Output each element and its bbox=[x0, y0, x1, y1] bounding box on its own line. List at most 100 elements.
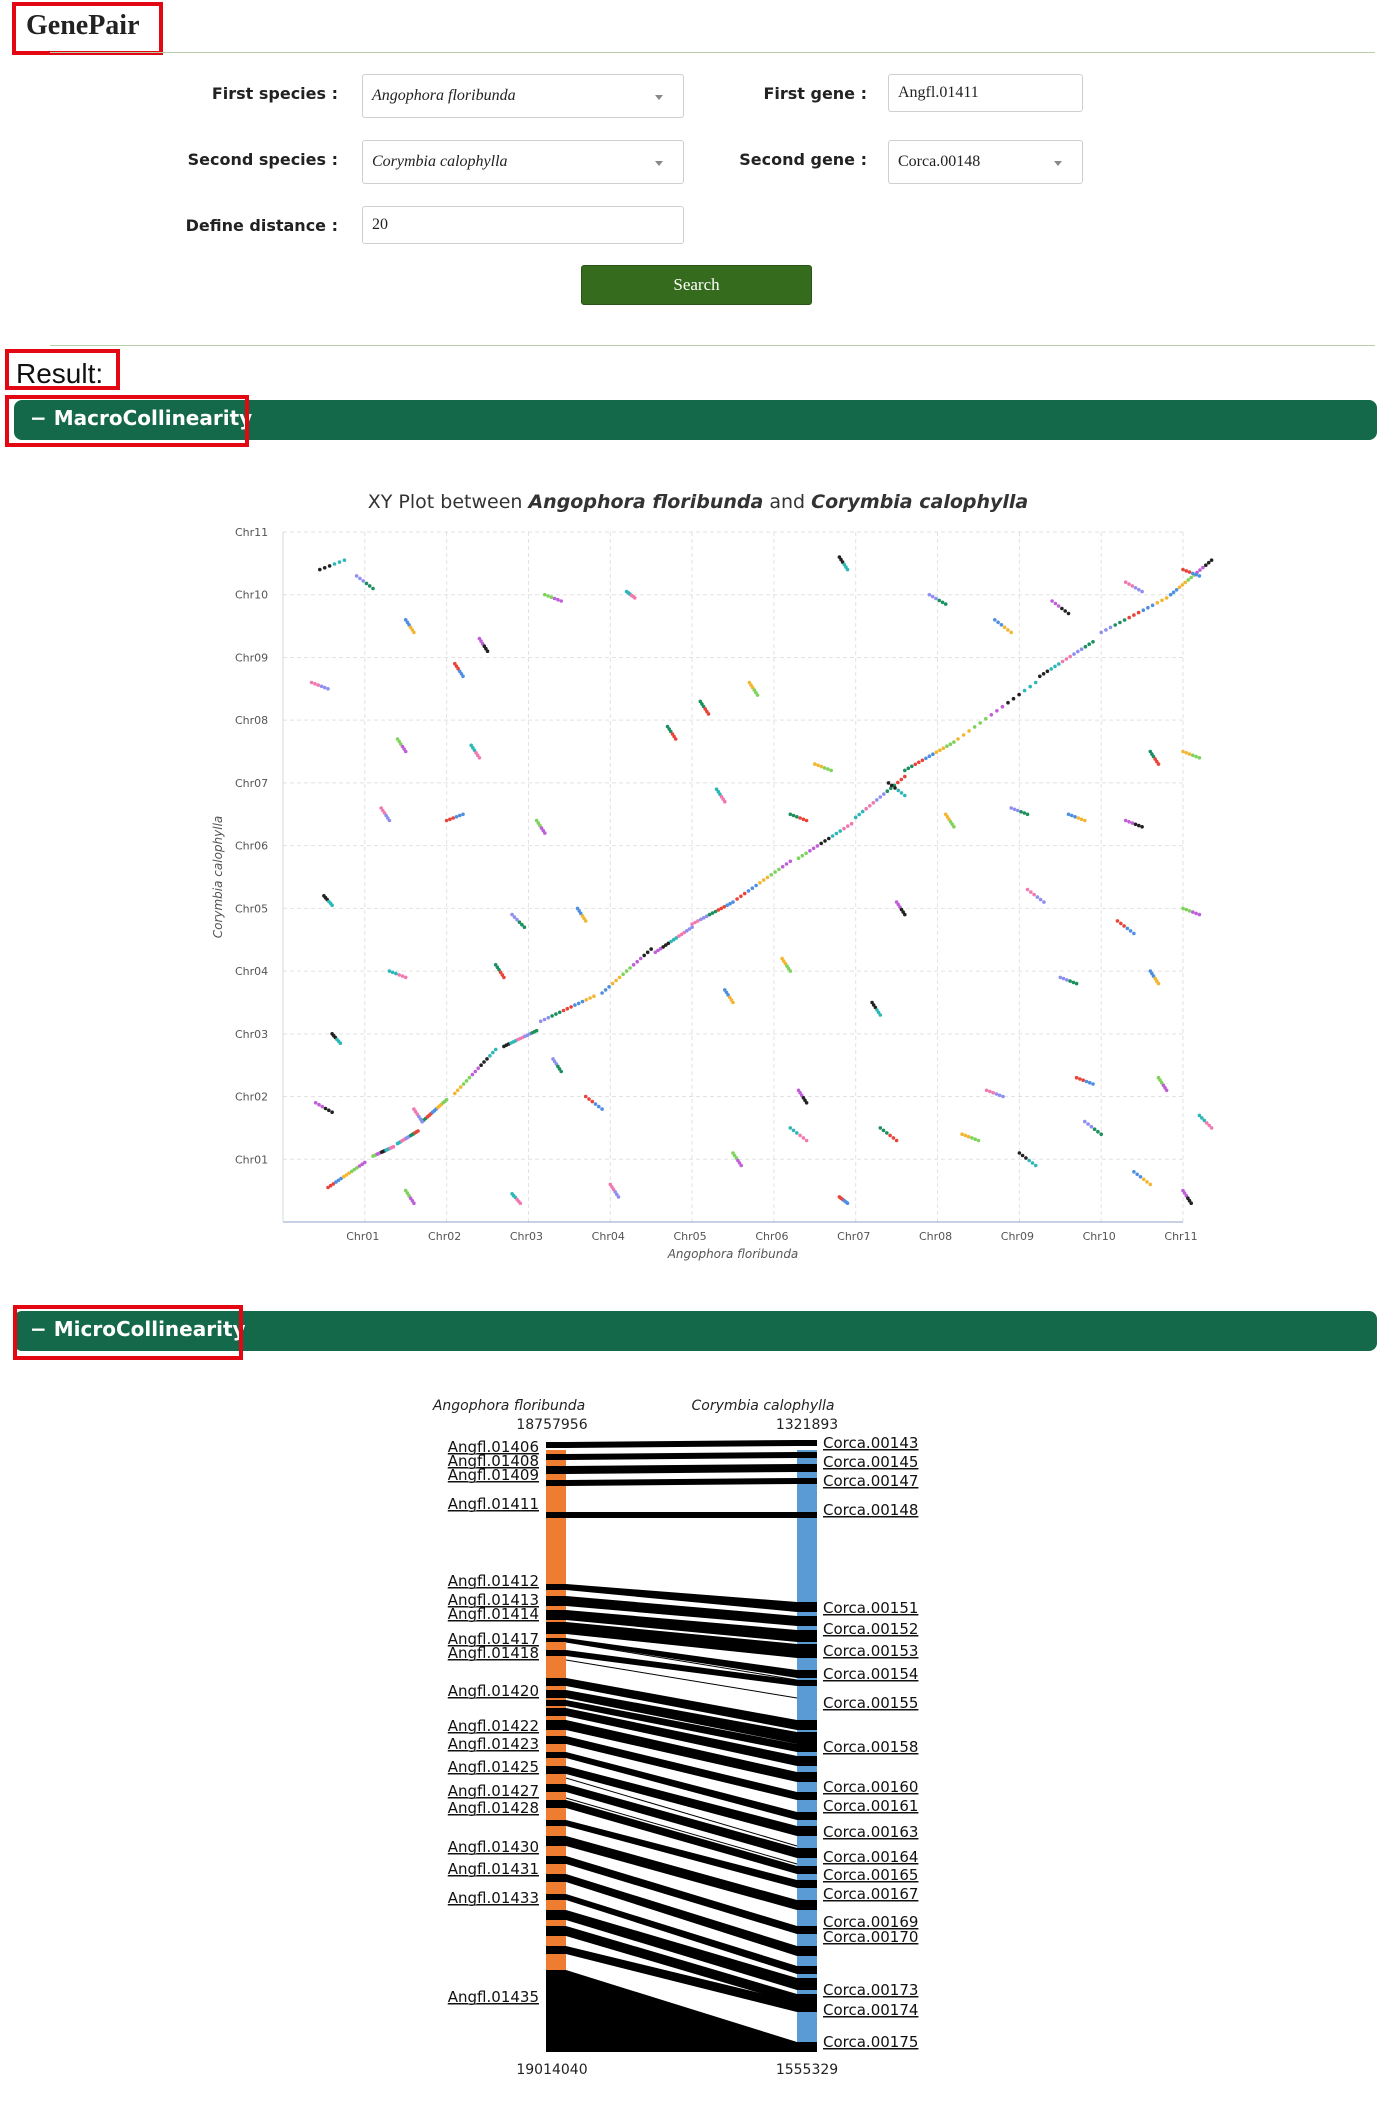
species2-gene-link[interactable]: Corca.00153 bbox=[823, 1642, 918, 1660]
species2-gene-link[interactable]: Corca.00160 bbox=[823, 1778, 918, 1796]
species2-gene-link[interactable]: Corca.00170 bbox=[823, 1928, 918, 1946]
synteny-point bbox=[1200, 1116, 1204, 1120]
synteny-point bbox=[593, 1102, 598, 1106]
synteny-point bbox=[845, 567, 850, 572]
first-species-value: Angophora floribunda bbox=[372, 87, 516, 104]
species1-gene-link[interactable]: Angfl.01411 bbox=[448, 1495, 539, 1513]
species1-gene-link[interactable]: Angfl.01408 bbox=[448, 1452, 539, 1470]
species2-gene-link[interactable]: Corca.00154 bbox=[823, 1665, 918, 1683]
species2-gene-link[interactable]: Corca.00148 bbox=[823, 1501, 918, 1519]
species1-gene-link[interactable]: Angfl.01435 bbox=[448, 1988, 539, 2006]
macro-section-title[interactable]: − MacroCollinearity bbox=[30, 406, 253, 430]
species1-gene-link[interactable]: Angfl.01433 bbox=[448, 1889, 539, 1907]
second-gene-select[interactable]: Corca.00148 bbox=[888, 140, 1083, 184]
synteny-point bbox=[1209, 1126, 1214, 1130]
species1-gene-link[interactable]: Angfl.01409 bbox=[448, 1466, 539, 1484]
species2-gene-link[interactable]: Corca.00161 bbox=[823, 1797, 918, 1815]
synteny-point bbox=[761, 878, 766, 882]
synteny-point bbox=[1087, 1080, 1092, 1085]
synteny-point bbox=[534, 818, 539, 823]
synteny-point bbox=[1148, 749, 1153, 754]
synteny-point bbox=[1194, 572, 1198, 577]
synteny-point bbox=[978, 721, 982, 725]
synteny-point bbox=[1053, 664, 1057, 669]
synteny-point bbox=[1141, 1177, 1146, 1182]
species2-gene-link[interactable]: Corca.00143 bbox=[823, 1434, 918, 1452]
synteny-point bbox=[493, 1047, 498, 1052]
species2-gene-link[interactable]: Corca.00173 bbox=[823, 1981, 918, 1999]
gene-block bbox=[546, 1836, 566, 1846]
species1-gene-link[interactable]: Angfl.01406 bbox=[448, 1438, 539, 1456]
species2-gene-link[interactable]: Corca.00155 bbox=[823, 1694, 918, 1712]
synteny-point bbox=[1160, 598, 1164, 603]
distance-input[interactable]: 20 bbox=[362, 206, 684, 244]
species2-gene-link[interactable]: Corca.00158 bbox=[823, 1738, 918, 1756]
gene-block bbox=[546, 1736, 566, 1744]
species1-gene-link[interactable]: Angfl.01428 bbox=[448, 1799, 539, 1817]
synteny-point bbox=[1187, 909, 1192, 913]
species1-gene-link[interactable]: Angfl.01423 bbox=[448, 1735, 539, 1753]
synteny-point bbox=[1191, 753, 1195, 758]
synteny-point bbox=[1069, 813, 1074, 818]
micro-section-title[interactable]: − MicroCollinearity bbox=[30, 1317, 246, 1341]
gene-block bbox=[546, 1720, 566, 1730]
species1-gene-link[interactable]: Angfl.01430 bbox=[448, 1838, 539, 1856]
species2-gene-link[interactable]: Corca.00147 bbox=[823, 1472, 918, 1490]
species1-gene-link[interactable]: Angfl.01418 bbox=[448, 1644, 539, 1662]
species1-gene-link[interactable]: Angfl.01412 bbox=[448, 1572, 539, 1590]
species1-gene-link[interactable]: Angfl.01413 bbox=[448, 1591, 539, 1609]
species1-gene-link[interactable]: Angfl.01425 bbox=[448, 1758, 539, 1776]
synteny-point bbox=[1042, 900, 1046, 904]
synteny-point bbox=[1025, 887, 1030, 892]
species1-gene-link[interactable]: Angfl.01420 bbox=[448, 1682, 539, 1700]
second-species-select[interactable]: Corymbia calophylla bbox=[362, 140, 684, 184]
synteny-point bbox=[320, 1104, 325, 1109]
macro-section-header[interactable]: − MacroCollinearity bbox=[14, 400, 1377, 440]
synteny-point bbox=[1028, 684, 1032, 689]
synteny-point bbox=[677, 934, 681, 938]
synteny-point bbox=[1015, 808, 1020, 813]
synteny-link bbox=[566, 1970, 797, 2052]
synteny-point bbox=[330, 903, 334, 907]
species2-gene-link[interactable]: Corca.00167 bbox=[823, 1885, 918, 1903]
synteny-link bbox=[566, 1700, 797, 1752]
species2-gene-link[interactable]: Corca.00164 bbox=[823, 1848, 918, 1866]
synteny-point bbox=[1201, 565, 1205, 570]
synteny-point bbox=[995, 709, 999, 713]
species2-gene-link[interactable]: Corca.00151 bbox=[823, 1599, 918, 1617]
species2-gene-link[interactable]: Corca.00145 bbox=[823, 1453, 918, 1471]
synteny-point bbox=[671, 937, 676, 942]
search-button[interactable]: Search bbox=[581, 265, 812, 305]
species2-gene-link[interactable]: Corca.00175 bbox=[823, 2033, 918, 2051]
synteny-thin-link bbox=[565, 1797, 798, 1865]
species1-gene-link[interactable]: Angfl.01414 bbox=[448, 1605, 539, 1623]
species2-gene-link[interactable]: Corca.00152 bbox=[823, 1620, 918, 1638]
synteny-point bbox=[931, 752, 935, 756]
first-gene-input[interactable]: Angfl.01411 bbox=[888, 74, 1083, 112]
species2-gene-link[interactable]: Corca.00174 bbox=[823, 2001, 918, 2019]
synteny-point bbox=[1155, 601, 1160, 605]
gene-block bbox=[546, 1610, 566, 1620]
species1-gene-link[interactable]: Angfl.01422 bbox=[448, 1717, 539, 1735]
synteny-point bbox=[924, 756, 928, 761]
synteny-point bbox=[491, 1050, 495, 1055]
synteny-point bbox=[1006, 628, 1010, 632]
synteny-point bbox=[354, 574, 359, 578]
synteny-point bbox=[549, 595, 554, 599]
synteny-point bbox=[394, 971, 398, 976]
synteny-point bbox=[927, 754, 932, 758]
species1-gene-link[interactable]: Angfl.01427 bbox=[448, 1782, 539, 1800]
synteny-point bbox=[600, 991, 604, 995]
synteny-point bbox=[754, 883, 758, 888]
synteny-point bbox=[1076, 649, 1080, 654]
species1-gene-link[interactable]: Angfl.01431 bbox=[448, 1860, 539, 1878]
species1-gene-link[interactable]: Angfl.01417 bbox=[448, 1630, 539, 1648]
synteny-link bbox=[566, 1752, 797, 1820]
synteny-point bbox=[565, 1006, 570, 1011]
species2-gene-link[interactable]: Corca.00165 bbox=[823, 1866, 918, 1884]
species2-gene-link[interactable]: Corca.00163 bbox=[823, 1823, 918, 1841]
first-species-select[interactable]: Angophora floribunda bbox=[362, 74, 684, 118]
species2-gene-link[interactable]: Corca.00169 bbox=[823, 1913, 918, 1931]
synteny-point bbox=[1194, 911, 1198, 916]
synteny-point bbox=[943, 602, 948, 606]
